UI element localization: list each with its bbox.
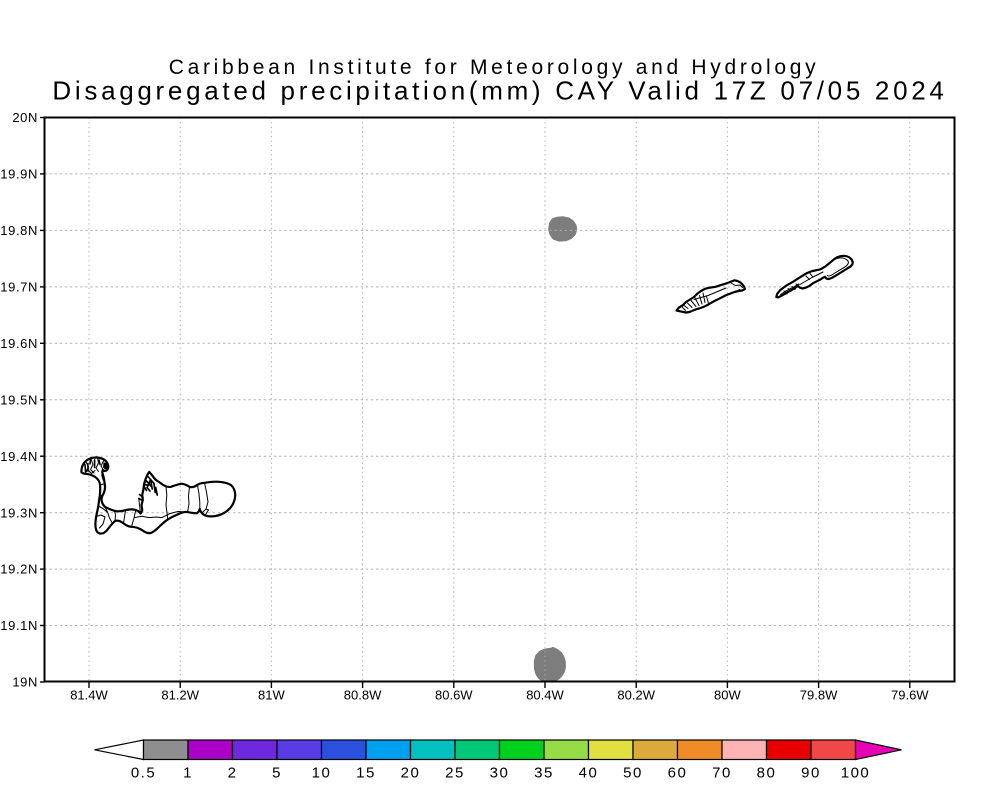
svg-text:79.8W: 79.8W [800, 688, 838, 703]
svg-text:30: 30 [490, 765, 510, 782]
svg-text:80.6W: 80.6W [435, 688, 473, 703]
svg-text:40: 40 [579, 765, 599, 782]
svg-text:Disaggregated precipitation(mm: Disaggregated precipitation(mm) CAY Vali… [52, 76, 947, 106]
svg-text:35: 35 [534, 765, 554, 782]
svg-text:100: 100 [841, 765, 871, 782]
svg-text:50: 50 [623, 765, 643, 782]
svg-text:19.8N: 19.8N [0, 223, 38, 238]
svg-text:20N: 20N [12, 110, 38, 125]
svg-text:Caribbean Institute for Meteor: Caribbean Institute for Meteorology and … [169, 56, 820, 79]
svg-text:10: 10 [312, 765, 332, 782]
svg-text:70: 70 [712, 765, 732, 782]
svg-text:20: 20 [401, 765, 421, 782]
svg-text:0.5: 0.5 [131, 765, 156, 782]
svg-text:19.1N: 19.1N [0, 618, 38, 633]
svg-text:80.2W: 80.2W [617, 688, 655, 703]
svg-text:19.6N: 19.6N [0, 336, 38, 351]
svg-text:19.9N: 19.9N [0, 167, 38, 182]
svg-text:81.4W: 81.4W [70, 688, 108, 703]
svg-text:60: 60 [668, 765, 688, 782]
svg-text:80: 80 [757, 765, 777, 782]
svg-text:81W: 81W [258, 688, 285, 703]
svg-text:15: 15 [356, 765, 376, 782]
svg-text:79.6W: 79.6W [891, 688, 929, 703]
svg-text:2: 2 [228, 765, 238, 782]
svg-text:19.4N: 19.4N [0, 449, 38, 464]
svg-text:19.5N: 19.5N [0, 392, 38, 407]
svg-text:19.2N: 19.2N [0, 562, 38, 577]
svg-text:1: 1 [183, 765, 193, 782]
svg-text:80W: 80W [714, 688, 741, 703]
svg-text:19.3N: 19.3N [0, 505, 38, 520]
svg-text:90: 90 [801, 765, 821, 782]
svg-text:19N: 19N [12, 675, 38, 690]
svg-text:19.7N: 19.7N [0, 280, 38, 295]
svg-text:81.2W: 81.2W [161, 688, 199, 703]
svg-text:80.4W: 80.4W [526, 688, 564, 703]
svg-text:80.8W: 80.8W [344, 688, 382, 703]
svg-text:25: 25 [445, 765, 465, 782]
svg-text:5: 5 [272, 765, 282, 782]
